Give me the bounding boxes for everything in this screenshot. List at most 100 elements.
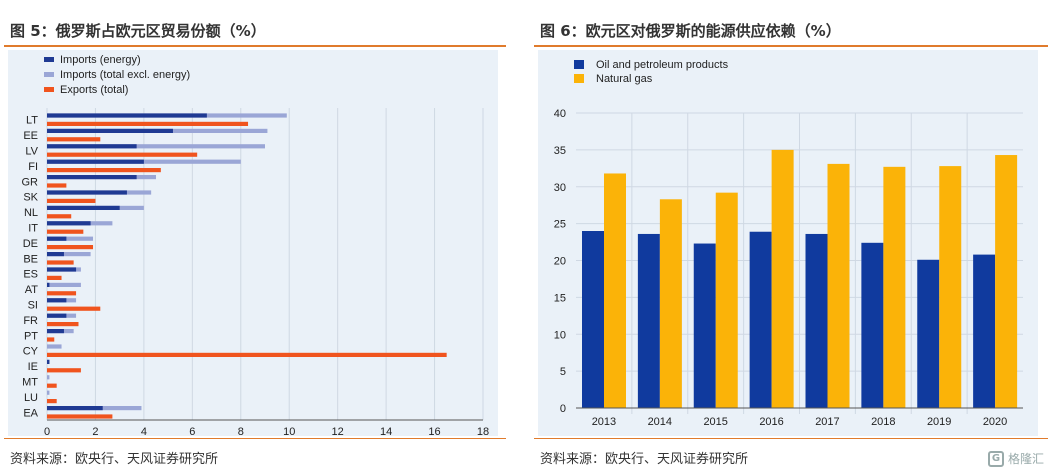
left-bar-chart: 0 2 4 6 8 10 12 14 16 18 Imports (energy) Imports (… [22, 54, 490, 438]
bar-exports [47, 152, 198, 157]
right-title-rule [534, 45, 1048, 47]
left-figure: 图 5：俄罗斯占欧元区贸易份额（%） 0 2 4 6 8 10 12 14 16 18 Import… [0, 0, 510, 476]
category-label: FR [23, 315, 38, 327]
bar-imports-total [47, 252, 91, 257]
bar-imports-energy [47, 313, 67, 318]
category-label: MT [22, 377, 38, 389]
watermark-text: 格隆汇 [1007, 452, 1044, 466]
y-tick-label: 20 [554, 256, 566, 268]
bar-exports [47, 291, 77, 296]
x-tick-label: 18 [477, 426, 489, 438]
right-bar-chart: 0 5 10 15 20 25 30 35 40 Oil and petroleum produc… [554, 59, 1023, 428]
bar-imports-energy [47, 159, 144, 164]
bar-oil-petroleum [693, 243, 716, 408]
y-tick-label: 25 [554, 219, 566, 231]
bar-imports-energy [47, 190, 127, 195]
x-tick-label: 2014 [648, 416, 672, 428]
bar-imports-energy [47, 267, 77, 272]
category-label: AT [25, 284, 39, 296]
bar-oil-petroleum [973, 254, 996, 408]
bar-exports [47, 183, 67, 188]
category-label: NL [24, 207, 38, 219]
bar-imports-total [47, 344, 62, 349]
bar-exports [47, 275, 62, 280]
x-tick-label: 2015 [703, 416, 727, 428]
x-tick-label: 8 [238, 426, 244, 438]
category-label: PT [24, 330, 38, 342]
y-tick-label: 0 [560, 403, 566, 415]
category-label: BE [23, 253, 38, 265]
x-tick-label: 2013 [592, 416, 616, 428]
x-tick-label: 0 [44, 426, 50, 438]
bar-exports [47, 121, 249, 126]
category-label: CY [23, 346, 39, 358]
bar-imports-energy [47, 359, 50, 364]
bar-natural-gas [659, 199, 682, 408]
category-label: DE [23, 238, 38, 250]
bar-exports [47, 306, 101, 311]
y-tick-label: 10 [554, 329, 566, 341]
watermark: G 格隆汇 [987, 450, 1044, 467]
bar-imports-total [47, 390, 50, 395]
legend-swatch [44, 72, 54, 77]
category-label: IT [28, 223, 38, 235]
right-figure-title: 图 6：欧元区对俄罗斯的能源供应依赖（%） [540, 22, 841, 40]
bar-natural-gas [995, 155, 1018, 408]
y-tick-label: 5 [560, 366, 566, 378]
bar-oil-petroleum [637, 233, 660, 408]
bar-natural-gas [604, 173, 626, 408]
legend-label: Oil and petroleum products [596, 59, 729, 71]
bar-oil-petroleum [861, 242, 884, 408]
x-tick-label: 16 [428, 426, 440, 438]
category-label: LT [26, 115, 38, 127]
legend-label: Imports (energy) [60, 54, 141, 66]
bar-imports-total [47, 282, 81, 287]
bar-exports [47, 383, 57, 388]
bar-imports-total [47, 144, 265, 149]
y-tick-label: 30 [554, 182, 566, 194]
x-tick-label: 2017 [815, 416, 839, 428]
right-source: 资料来源：欧央行、天风证券研究所 [540, 452, 749, 467]
category-label: LU [24, 392, 38, 404]
category-label: IE [28, 361, 38, 373]
x-tick-label: 2019 [927, 416, 951, 428]
legend-label: Exports (total) [60, 84, 128, 96]
bar-imports-energy [47, 205, 120, 210]
left-source-rule [4, 438, 506, 439]
bar-natural-gas [715, 192, 738, 408]
bar-natural-gas [771, 149, 794, 408]
category-label: EE [23, 130, 38, 142]
bar-exports [47, 414, 113, 419]
category-label: SK [23, 192, 38, 204]
bar-imports-energy [47, 175, 137, 180]
left-figure-title: 图 5：俄罗斯占欧元区贸易份额（%） [10, 22, 266, 40]
bar-oil-petroleum [749, 231, 772, 408]
bar-oil-petroleum [805, 233, 828, 408]
bar-imports-energy [47, 221, 91, 226]
y-tick-label: 15 [554, 292, 566, 304]
category-label: GR [22, 176, 39, 188]
category-label: ES [23, 269, 38, 281]
bar-imports-energy [47, 298, 67, 303]
bar-exports [47, 245, 94, 250]
bar-natural-gas [827, 163, 850, 408]
bar-exports [47, 352, 447, 357]
bar-oil-petroleum [917, 259, 940, 408]
bar-exports [47, 168, 161, 173]
bar-imports-energy [47, 128, 173, 133]
bar-oil-petroleum [582, 231, 604, 408]
category-label: SI [28, 300, 38, 312]
bar-imports-energy [47, 113, 207, 118]
bar-exports [47, 368, 81, 373]
legend-swatch [574, 60, 584, 69]
y-tick-label: 35 [554, 145, 566, 157]
bar-imports-energy [47, 252, 64, 257]
bar-exports [47, 198, 96, 203]
bar-exports [47, 229, 84, 234]
category-label: FI [28, 161, 38, 173]
x-tick-label: 12 [332, 426, 344, 438]
bar-exports [47, 337, 55, 342]
left-source: 资料来源：欧央行、天风证券研究所 [10, 452, 219, 467]
bar-imports-energy [47, 144, 137, 149]
left-title-rule [4, 45, 506, 47]
